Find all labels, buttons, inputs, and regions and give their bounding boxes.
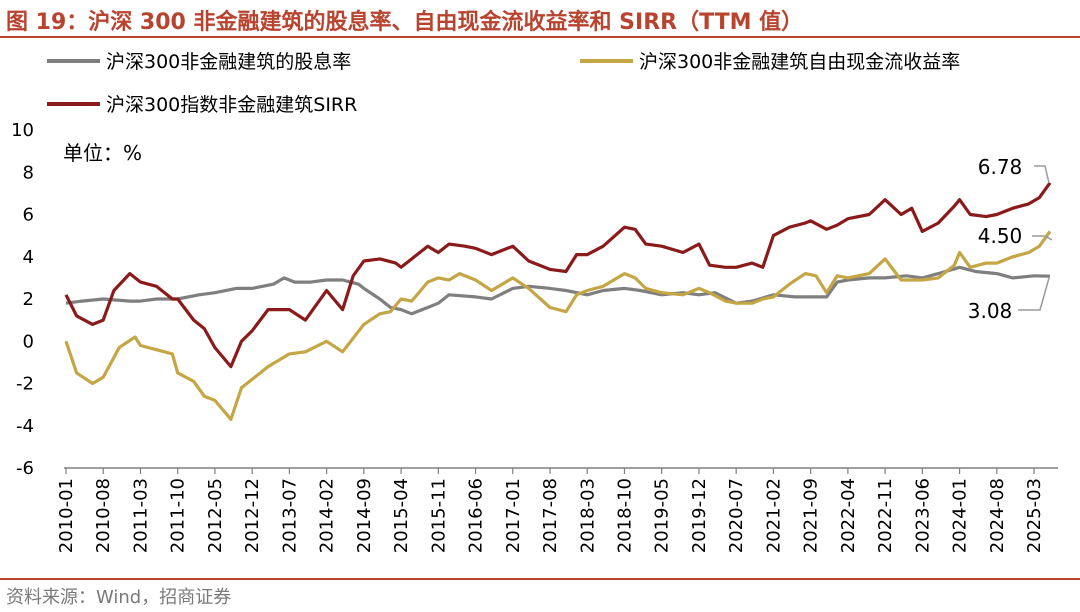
leader-line xyxy=(1032,235,1053,241)
x-tick-label: 2019-05 xyxy=(652,478,673,553)
chart-legend: 沪深300非金融建筑的股息率 沪深300非金融建筑自由现金流收益率 沪深300指… xyxy=(47,51,960,116)
x-tick-label: 2023-06 xyxy=(912,478,933,553)
x-tick-label: 2015-04 xyxy=(391,478,412,553)
figure-title: 图 19：沪深 300 非金融建筑的股息率、自由现金流收益率和 SIRR（TTM… xyxy=(6,10,804,35)
y-tick-label: -2 xyxy=(16,374,34,395)
series-layer xyxy=(64,181,1052,421)
y-axis: -6 -4 -2 0 2 4 6 8 10 xyxy=(11,120,34,479)
y-tick-label: 8 xyxy=(23,162,34,183)
x-tick-label: 2014-09 xyxy=(354,478,375,553)
source-note: 资料来源：Wind，招商证券 xyxy=(6,587,232,608)
footer-rule xyxy=(0,578,1080,580)
x-axis: 2010-01 2010-08 2011-03 2011-10 2012-05 2012-… xyxy=(56,467,1058,553)
sirr-end-label: 6.78 xyxy=(978,155,1023,179)
x-tick-label: 2020-07 xyxy=(726,478,747,553)
x-tick-label: 2021-02 xyxy=(763,478,784,553)
unit-label: 单位：% xyxy=(63,141,142,165)
y-tick-label: -4 xyxy=(16,416,34,437)
fcf-yield-line xyxy=(64,230,1052,421)
legend-label-dividend: 沪深300非金融建筑的股息率 xyxy=(106,51,351,73)
line-chart: 沪深300非金融建筑的股息率 沪深300非金融建筑自由现金流收益率 沪深300指… xyxy=(11,51,1058,553)
legend-label-sirr: 沪深300指数非金融建筑SIRR xyxy=(106,94,357,116)
x-tick-label: 2018-03 xyxy=(577,478,598,553)
x-tick-label: 2024-01 xyxy=(950,478,971,553)
x-tick-label: 2017-01 xyxy=(503,478,524,553)
x-tick-label: 2011-03 xyxy=(130,478,151,553)
x-tick-label: 2022-04 xyxy=(838,478,859,553)
x-tick-label: 2024-08 xyxy=(987,478,1008,553)
x-tick-label: 2018-10 xyxy=(614,478,635,553)
title-rule xyxy=(0,36,1080,38)
dividend-yield-line xyxy=(65,265,1051,316)
x-tick-label: 2013-07 xyxy=(279,478,300,553)
fcf-end-label: 4.50 xyxy=(978,224,1023,248)
leader-line xyxy=(1034,165,1050,184)
sirr-line xyxy=(64,181,1052,369)
y-tick-label: 4 xyxy=(23,247,34,268)
x-tick-label: 2010-01 xyxy=(56,478,77,553)
y-tick-label: -6 xyxy=(16,458,34,479)
x-tick-label: 2014-02 xyxy=(317,478,338,553)
x-tick-label: 2021-09 xyxy=(801,478,822,553)
legend-label-fcf: 沪深300非金融建筑自由现金流收益率 xyxy=(639,51,960,73)
y-tick-label: 0 xyxy=(23,331,34,352)
x-tick-label: 2012-12 xyxy=(242,478,263,553)
end-value-annotations: 6.78 4.50 3.08 xyxy=(968,155,1053,323)
x-tick-label: 2017-08 xyxy=(540,478,561,553)
x-tick-label: 2015-11 xyxy=(428,478,449,553)
x-tick-label: 2010-08 xyxy=(93,478,114,553)
x-tick-label: 2016-06 xyxy=(466,478,487,553)
leader-line xyxy=(1018,277,1050,311)
y-tick-label: 2 xyxy=(23,289,34,310)
x-tick-label: 2019-12 xyxy=(689,478,710,553)
x-tick-label: 2022-11 xyxy=(875,478,896,553)
x-tick-label: 2025-03 xyxy=(1024,478,1045,553)
y-tick-label: 10 xyxy=(11,120,34,141)
y-tick-label: 6 xyxy=(23,205,34,226)
dividend-end-label: 3.08 xyxy=(968,299,1013,323)
x-tick-label: 2011-10 xyxy=(168,478,189,553)
x-tick-label: 2012-05 xyxy=(205,478,226,553)
